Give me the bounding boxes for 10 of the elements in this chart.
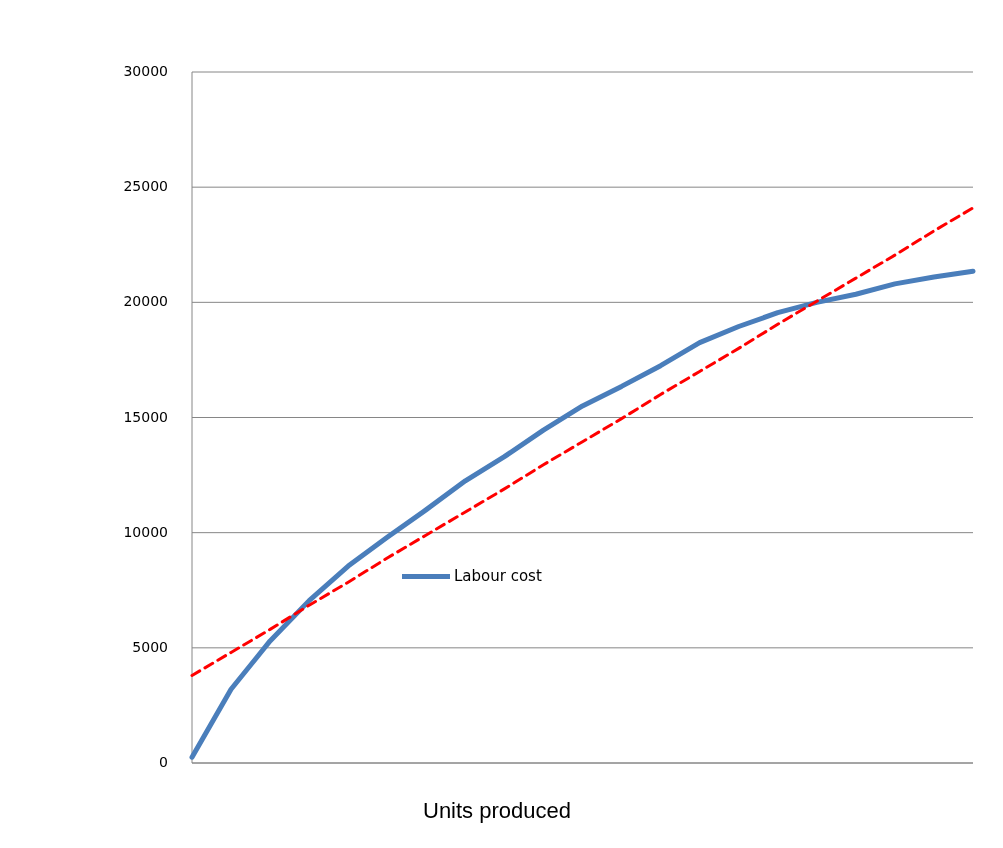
y-tick-label: 0 [159,754,168,770]
legend-label: Labour cost [454,566,542,585]
y-tick-label: 25000 [123,178,168,195]
y-tick-label: 30000 [123,63,168,79]
y-tick-label: 5000 [132,638,168,655]
y-tick-label: 20000 [123,293,168,310]
line-series [190,206,975,677]
x-axis-title: Units produced [423,798,571,823]
y-tick-label: 10000 [123,523,168,540]
y-tick-label: 15000 [123,408,168,425]
